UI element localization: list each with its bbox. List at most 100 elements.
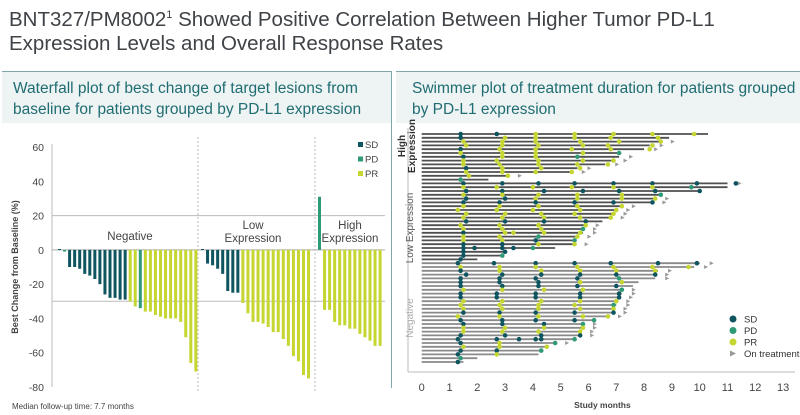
marker-pr — [500, 165, 505, 171]
marker-sd — [608, 260, 614, 266]
marker-pr — [502, 230, 508, 236]
marker-pr — [497, 162, 502, 167]
bar-pr — [348, 249, 352, 329]
marker-pr — [458, 150, 463, 156]
bar-pr — [307, 249, 311, 379]
marker-pr — [463, 143, 469, 148]
marker-pr — [647, 146, 652, 152]
marker-sd — [500, 241, 505, 247]
on-treatment-arrow-icon — [662, 200, 667, 205]
marker-sd — [458, 257, 463, 262]
marker-sd — [458, 276, 463, 281]
bar-pr — [241, 249, 245, 303]
on-treatment-arrow-icon — [623, 158, 628, 163]
bar-pr — [261, 249, 265, 324]
bar-pr — [148, 249, 152, 312]
marker-pr — [536, 302, 541, 308]
marker-sd — [572, 310, 577, 315]
marker-pr — [502, 211, 508, 217]
marker-sd — [575, 276, 580, 281]
marker-pr — [461, 344, 466, 350]
marker-pd — [572, 336, 577, 342]
marker-pr — [497, 344, 502, 350]
bar-pd — [63, 249, 67, 252]
bar-pr — [184, 249, 188, 338]
marker-pr — [461, 184, 466, 190]
bar-pr — [153, 249, 157, 315]
marker-sd — [461, 249, 466, 255]
marker-pr — [544, 344, 550, 350]
marker-pr — [461, 234, 466, 239]
marker-pr — [466, 173, 472, 179]
marker-pd — [689, 184, 694, 190]
marker-pr — [455, 207, 461, 213]
legend-label: SD — [365, 140, 378, 151]
legend-swatch-pd — [358, 156, 363, 162]
legend-label: PD — [744, 326, 757, 337]
marker-pr — [494, 207, 500, 213]
bar-pr — [143, 249, 147, 312]
bar-pr — [323, 249, 327, 310]
bar-sd — [78, 249, 82, 269]
marker-pr — [575, 264, 580, 270]
marker-pr — [650, 143, 655, 148]
marker-sd — [458, 135, 463, 141]
marker-sd — [494, 131, 500, 137]
marker-pr — [541, 230, 547, 236]
bar-pr — [368, 249, 372, 341]
bar-sd — [206, 249, 210, 264]
marker-pr — [611, 131, 616, 137]
x-tick-label: 12 — [749, 382, 761, 394]
on-treatment-arrow-icon — [709, 261, 714, 266]
marker-pr — [652, 196, 658, 201]
bar-sd — [58, 249, 61, 250]
on-treatment-arrow-icon — [670, 139, 675, 144]
bar-pr — [194, 249, 198, 372]
marker-pd — [580, 321, 586, 327]
marker-sd — [577, 333, 583, 338]
bar-sd — [113, 249, 117, 298]
marker-pr — [536, 162, 541, 167]
marker-pr — [619, 203, 625, 209]
on-treatment-arrow-icon — [704, 265, 709, 269]
legend-label: SD — [744, 315, 757, 326]
on-treatment-arrow-icon — [590, 329, 595, 334]
marker-pr — [500, 238, 505, 243]
marker-sd — [533, 336, 538, 342]
marker-pr — [575, 162, 580, 167]
marker-sd — [577, 295, 583, 300]
marker-pr — [608, 135, 614, 141]
marker-sd — [502, 333, 508, 338]
marker-sd — [461, 253, 466, 258]
marker-pr — [614, 207, 619, 213]
marker-sd — [458, 295, 463, 300]
panel-divider — [391, 123, 392, 388]
marker-pr — [580, 325, 586, 331]
marker-pr — [500, 287, 505, 293]
marker-pr — [500, 226, 505, 232]
marker-pr — [494, 184, 500, 190]
group-label: Negative — [405, 298, 416, 338]
marker-pr — [500, 139, 505, 144]
bar-pd — [138, 249, 142, 309]
marker-sd — [463, 272, 469, 277]
marker-pr — [461, 306, 466, 312]
marker-sd — [533, 276, 538, 281]
marker-pd — [538, 348, 544, 353]
x-tick-label: 2 — [474, 382, 480, 394]
on-treatment-arrow-icon — [592, 322, 597, 326]
marker-pr — [505, 173, 511, 179]
on-treatment-arrow-icon — [665, 196, 670, 201]
marker-sd — [497, 276, 502, 281]
marker-pr — [611, 264, 616, 270]
marker-sd — [455, 336, 461, 342]
marker-pd — [500, 253, 505, 258]
marker-sd — [650, 200, 655, 205]
x-tick-label: 10 — [694, 382, 706, 394]
marker-pr — [461, 287, 466, 293]
bar-pr — [246, 249, 250, 314]
marker-pr — [569, 184, 575, 190]
marker-pd — [572, 238, 577, 243]
legend-swatch-pr — [358, 171, 363, 176]
marker-pr — [572, 211, 577, 217]
